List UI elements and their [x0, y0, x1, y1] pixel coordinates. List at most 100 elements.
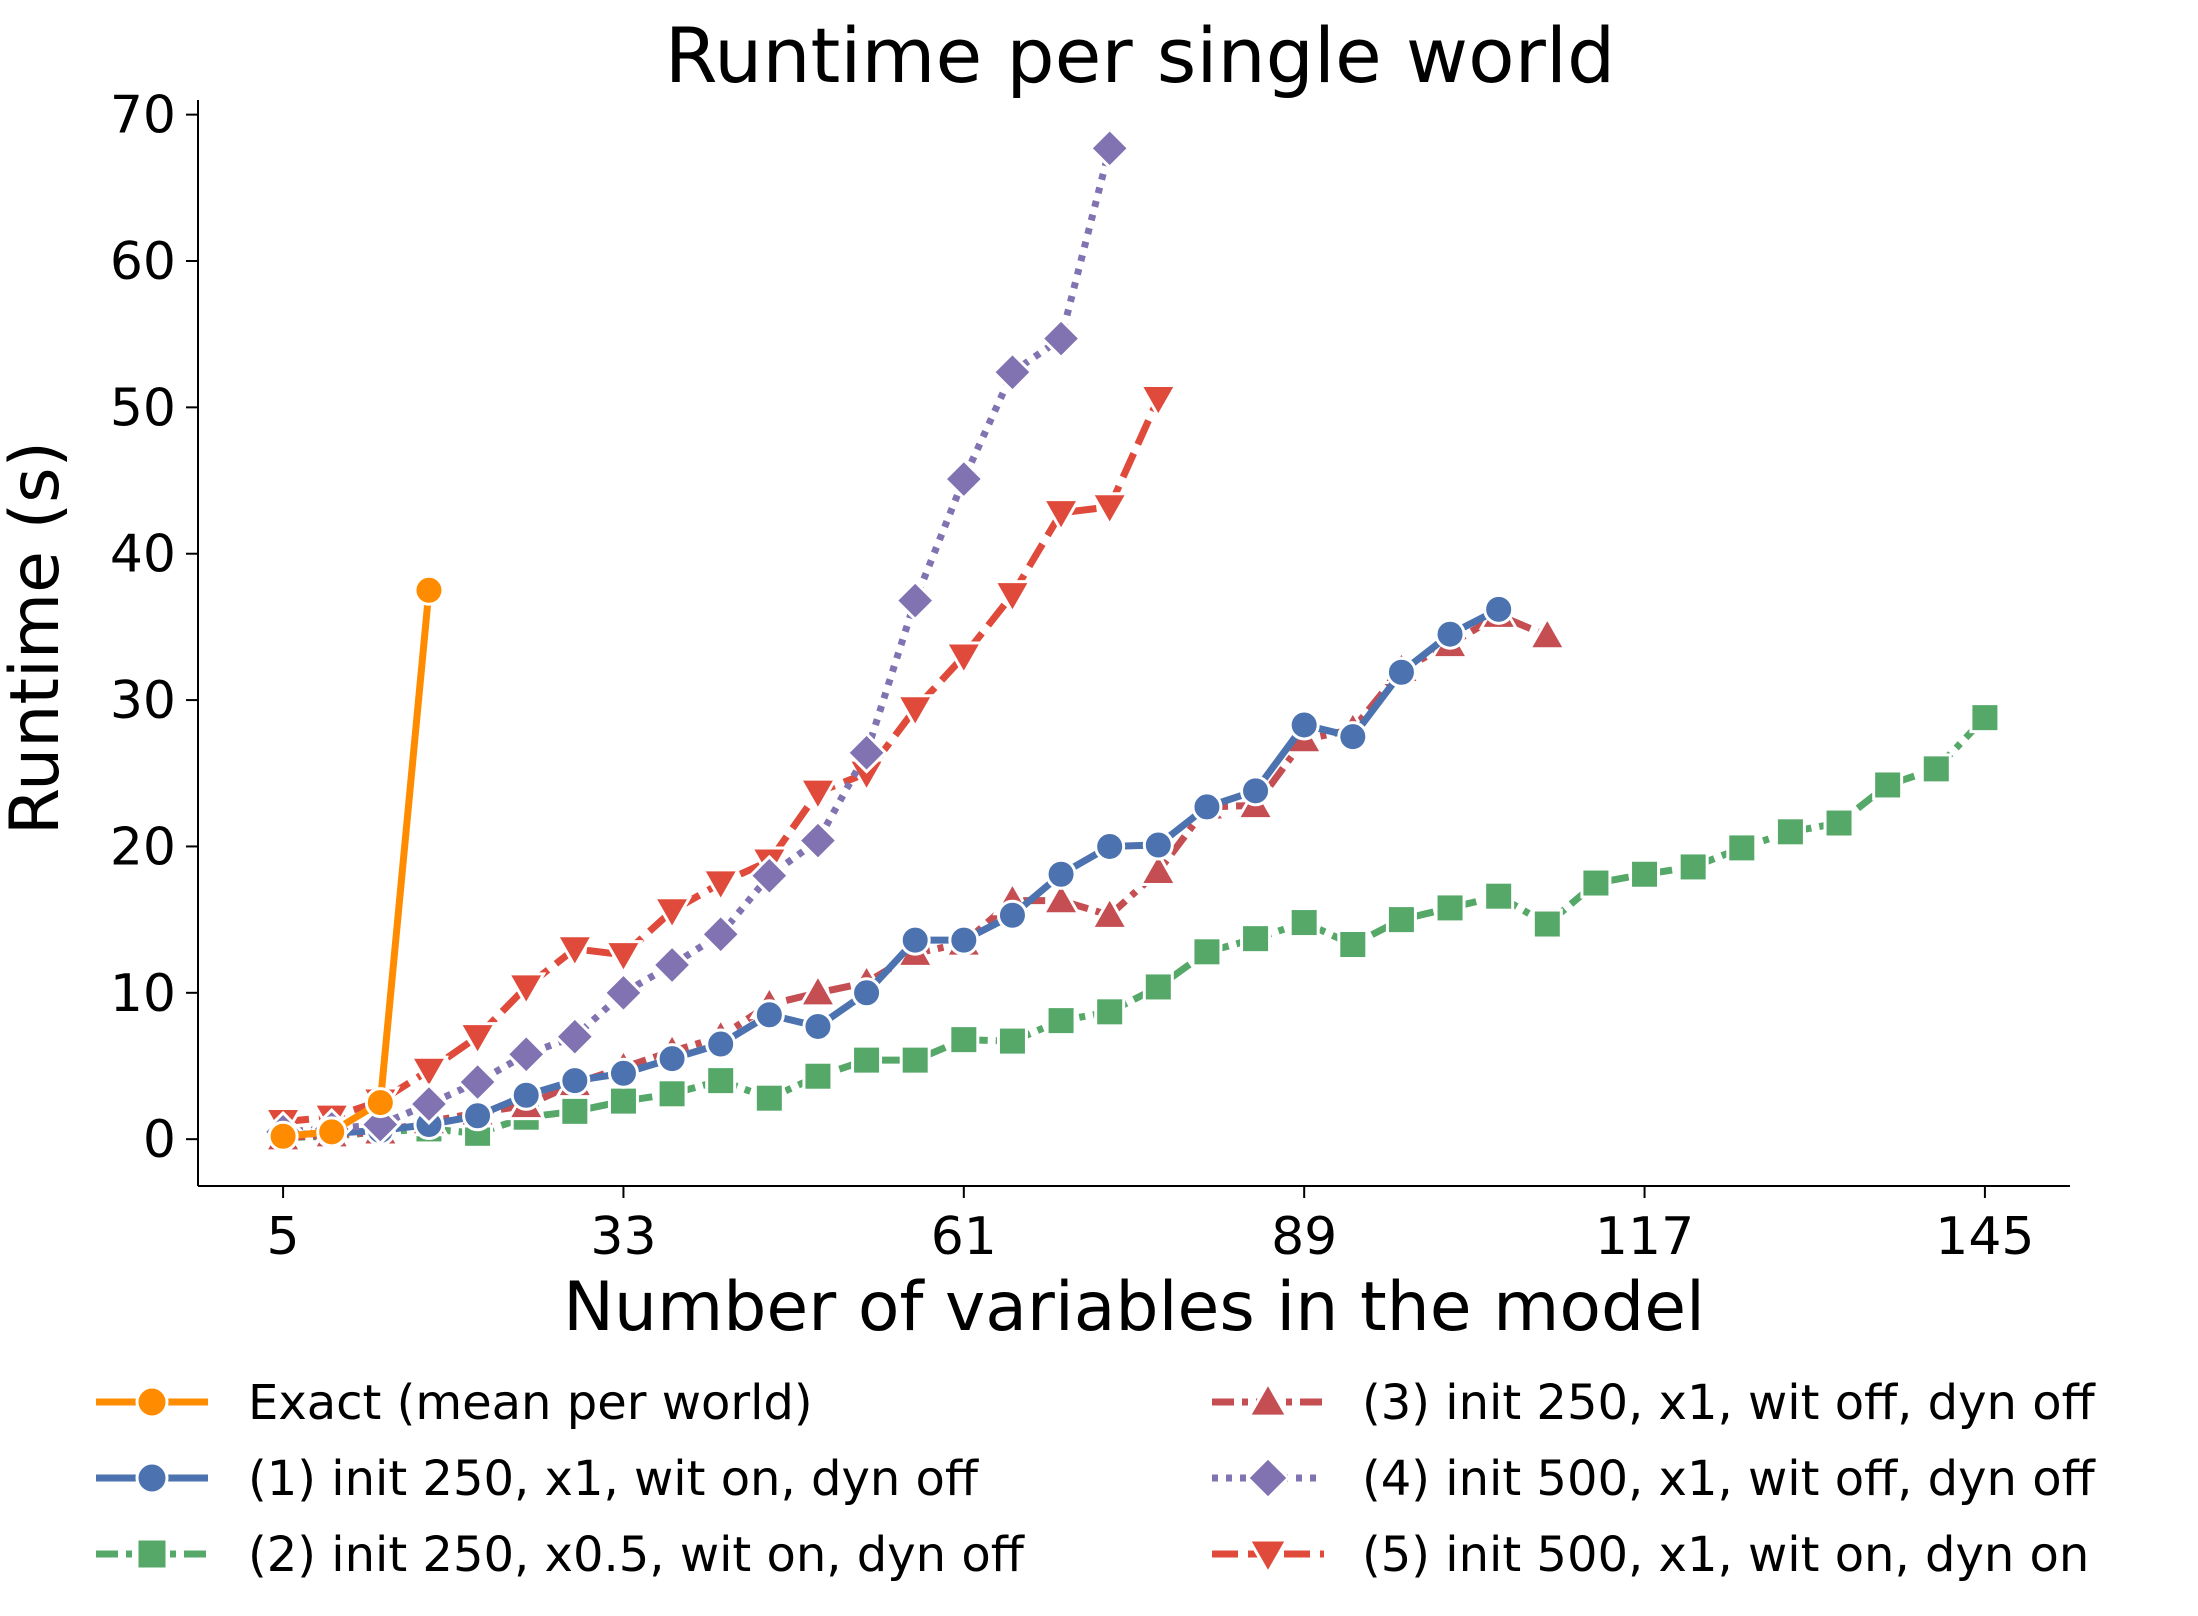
data-point: [1089, 492, 1130, 528]
data-point: [559, 1095, 591, 1127]
legend-label: (1) init 250, x1, wit on, dyn off: [248, 1451, 979, 1507]
chart-title: Runtime per single world: [665, 11, 1615, 100]
data-point: [948, 924, 980, 956]
data-point: [1483, 593, 1515, 625]
data-point: [607, 1057, 639, 1089]
legend: Exact (mean per world) (1) init 250, x1, …: [96, 1375, 2096, 1583]
data-point: [895, 694, 936, 730]
legend-item: Exact (mean per world): [96, 1375, 813, 1431]
legend-label: (2) init 250, x0.5, wit on, dyn off: [248, 1527, 1025, 1583]
data-point: [267, 1120, 299, 1152]
data-point: [705, 1028, 737, 1060]
data-point: [1138, 850, 1179, 886]
data-point: [1288, 709, 1320, 741]
data-point: [656, 1043, 688, 1075]
legend-item: (3) init 250, x1, wit off, dyn off: [1212, 1375, 2096, 1431]
x-tick-label: 33: [590, 1207, 656, 1267]
data-point: [802, 1060, 834, 1092]
series-1: [267, 593, 1515, 1151]
series-line: [282, 715, 1988, 1142]
data-point: [996, 899, 1028, 931]
data-point: [1434, 892, 1466, 924]
data-point: [753, 999, 785, 1031]
data-point: [505, 1033, 548, 1076]
data-point: [753, 1082, 785, 1114]
data-point: [602, 971, 645, 1014]
y-tick-label: 60: [110, 232, 176, 292]
data-point: [991, 351, 1034, 394]
legend-item: (1) init 250, x1, wit on, dyn off: [96, 1451, 979, 1507]
data-point: [796, 819, 839, 862]
x-tick-label: 61: [931, 1207, 997, 1267]
data-point: [797, 777, 839, 813]
series-4: [262, 127, 1131, 1153]
data-point: [1088, 127, 1131, 170]
data-point: [1872, 769, 1904, 801]
x-tick-label: 145: [1935, 1207, 2034, 1267]
data-point: [408, 1055, 450, 1091]
series-line: [282, 606, 1501, 1139]
data-point: [1040, 880, 1082, 916]
data-point: [510, 1079, 542, 1111]
data-point: [553, 1015, 596, 1058]
data-point: [899, 1044, 931, 1076]
data-point: [1288, 907, 1320, 939]
data-point: [1969, 702, 2001, 734]
data-point: [1040, 498, 1082, 534]
data-point: [607, 1085, 639, 1117]
data-point: [456, 1061, 499, 1104]
legend-item: (2) init 250, x0.5, wit on, dyn off: [96, 1527, 1025, 1583]
data-point: [1138, 383, 1179, 420]
series-layer: [262, 127, 2001, 1154]
data-point: [802, 1010, 834, 1042]
legend-marker: [135, 1385, 169, 1419]
data-point: [559, 1065, 591, 1097]
data-point: [462, 1100, 494, 1132]
data-point: [1629, 858, 1661, 890]
plot-area: 5 33 61 89 117 145 0 10 20 30 40 50 60 70: [110, 86, 2070, 1267]
data-point: [1385, 656, 1417, 688]
legend-marker: [1246, 1380, 1290, 1418]
data-point: [1774, 816, 1806, 848]
y-tick-label: 30: [110, 671, 176, 731]
y-tick-label: 0: [143, 1110, 176, 1170]
data-point: [1191, 791, 1223, 823]
data-point: [651, 896, 693, 932]
data-point: [797, 972, 839, 1008]
data-point: [700, 868, 741, 904]
data-point: [992, 580, 1033, 616]
data-point: [364, 1087, 396, 1119]
series-line: [282, 147, 1114, 1136]
legend-marker: [135, 1537, 169, 1571]
data-point: [656, 1078, 688, 1110]
x-tick-label: 117: [1595, 1207, 1694, 1267]
series-line: [282, 589, 433, 1140]
data-point: [1337, 929, 1369, 961]
legend-label: Exact (mean per world): [248, 1375, 813, 1431]
legend-label: (5) init 500, x1, wit on, dyn on: [1362, 1527, 2089, 1583]
legend-label: (4) init 500, x1, wit off, dyn off: [1362, 1451, 2096, 1507]
data-point: [851, 1044, 883, 1076]
data-point: [943, 641, 984, 677]
data-point: [899, 924, 931, 956]
data-point: [554, 934, 595, 970]
data-point: [1483, 880, 1515, 912]
data-point: [1191, 936, 1223, 968]
data-point: [1142, 971, 1174, 1003]
data-point: [1527, 615, 1568, 651]
y-tick-label: 10: [110, 964, 176, 1024]
data-point: [1823, 807, 1855, 839]
data-point: [407, 1083, 450, 1126]
y-tick-label: 70: [110, 86, 176, 146]
data-point: [506, 972, 547, 1008]
data-point: [845, 731, 888, 774]
y-tick-label: 50: [110, 378, 176, 438]
data-point: [1094, 830, 1126, 862]
data-point: [1726, 832, 1758, 864]
data-point: [1531, 908, 1563, 940]
legend-label: (3) init 250, x1, wit off, dyn off: [1362, 1375, 2096, 1431]
y-tick-label: 20: [110, 817, 176, 877]
legend-marker: [1245, 1455, 1291, 1501]
data-point: [948, 1024, 980, 1056]
